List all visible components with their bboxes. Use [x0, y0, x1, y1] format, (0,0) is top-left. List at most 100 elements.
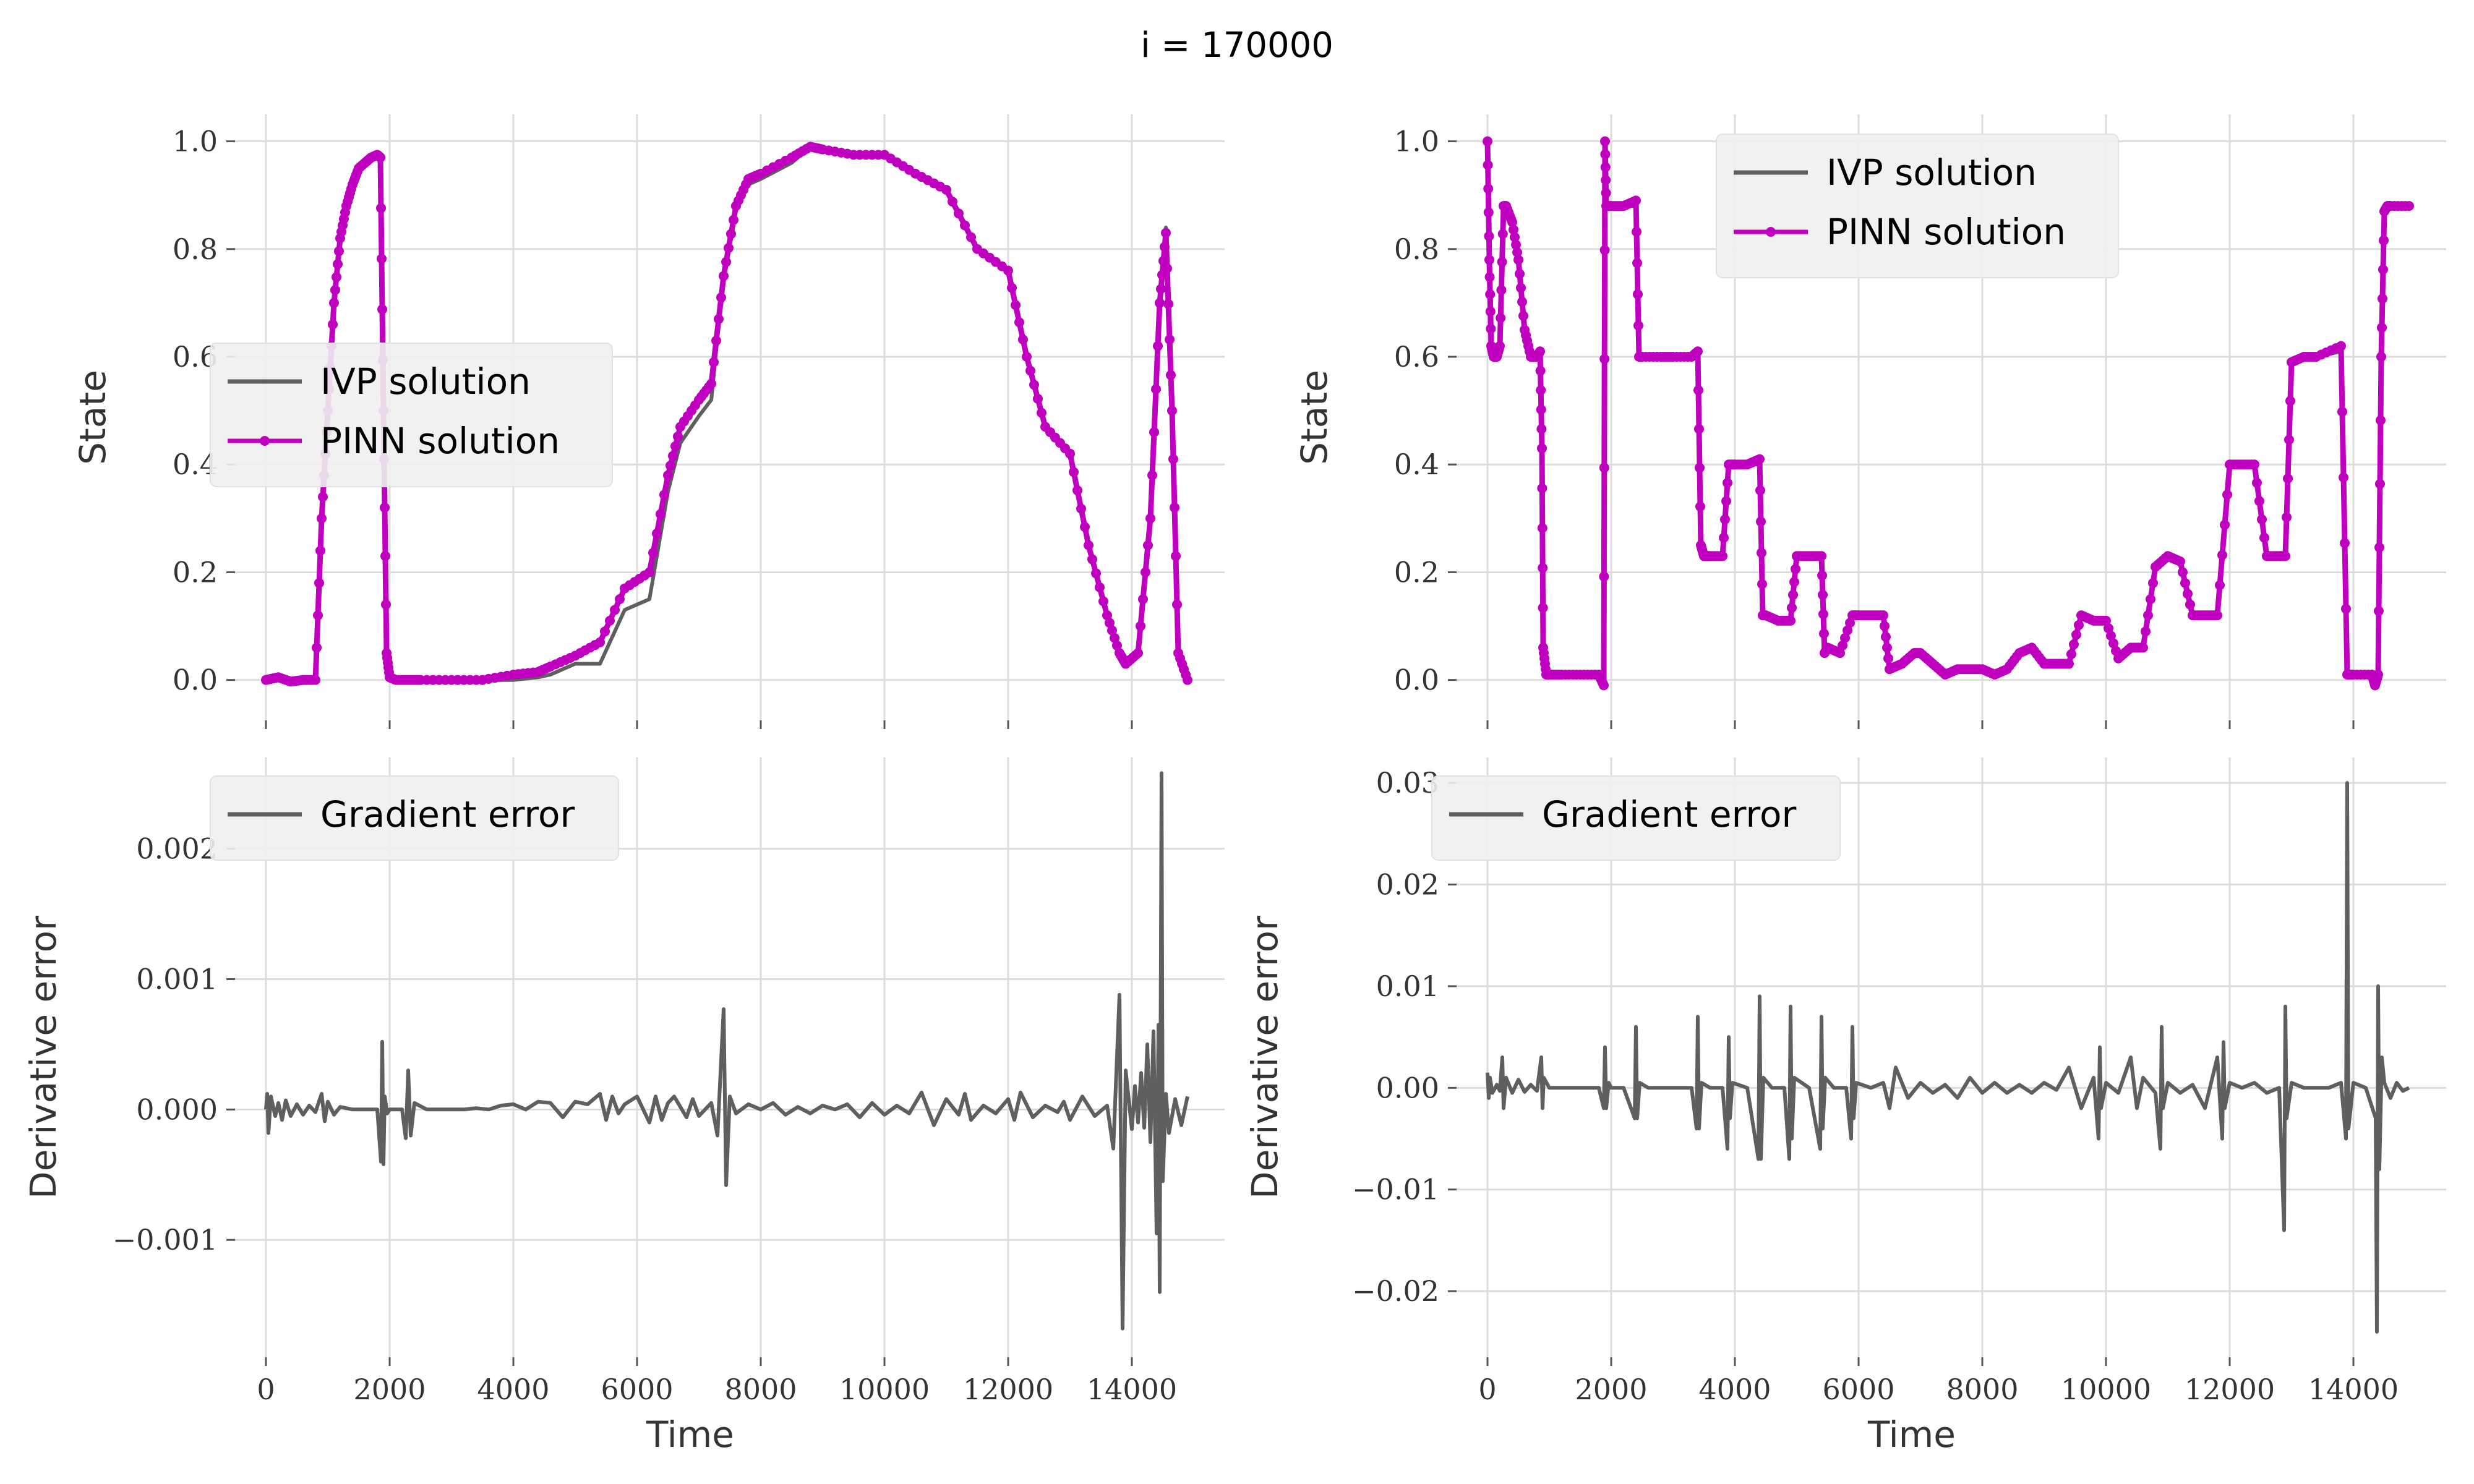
data-point: [1156, 284, 1166, 294]
data-point: [1536, 404, 1546, 415]
x-tick-label: 6000: [601, 1373, 673, 1406]
data-point: [2106, 631, 2116, 641]
data-point: [1536, 385, 1546, 396]
y-axis-label: Derivative error: [1244, 916, 1286, 1199]
data-point: [1512, 247, 1522, 258]
data-point: [1787, 602, 1797, 613]
data-point: [1158, 255, 1168, 266]
y-tick-label: 0.4: [1394, 448, 1439, 481]
data-point: [2373, 669, 2383, 680]
data-point: [2283, 473, 2293, 484]
data-point: [1818, 590, 1828, 600]
data-point: [310, 675, 320, 685]
data-point: [2376, 352, 2386, 362]
data-point: [1007, 283, 1017, 293]
x-tick-label: 8000: [1946, 1373, 2018, 1406]
y-tick-label: 0.6: [1394, 340, 1439, 373]
data-point: [1018, 335, 1028, 345]
data-point: [2375, 479, 2385, 489]
data-point: [1835, 648, 1845, 659]
data-point: [1509, 224, 1518, 235]
data-point: [2138, 642, 2148, 653]
data-point: [1167, 406, 1177, 416]
y-tick-label: −0.01: [1352, 1173, 1439, 1206]
data-point: [2104, 623, 2113, 634]
data-point: [1599, 463, 1609, 473]
data-point: [1693, 385, 1703, 396]
data-point: [1172, 599, 1182, 610]
x-tick-label: 8000: [724, 1373, 797, 1406]
data-point: [1138, 594, 1148, 604]
data-point: [1037, 407, 1047, 418]
data-point: [1599, 354, 1610, 364]
x-tick-label: 4000: [477, 1373, 549, 1406]
data-point: [2376, 415, 2386, 425]
y-tick-label: 0.8: [173, 232, 218, 266]
data-point: [1631, 195, 1641, 206]
data-point: [966, 232, 976, 242]
data-point: [2069, 639, 2079, 650]
x-tick-label: 14000: [1087, 1373, 1177, 1406]
y-axis-label: Derivative error: [22, 916, 64, 1199]
data-point: [2378, 264, 2388, 275]
data-point: [2071, 629, 2081, 640]
data-point: [1507, 217, 1517, 228]
data-point: [1183, 675, 1192, 685]
data-point: [1818, 609, 1828, 620]
legend: IVP solution PINN solution: [1716, 134, 2119, 278]
data-point: [2379, 235, 2389, 245]
data-point: [1755, 485, 1765, 496]
data-point: [2180, 578, 2190, 588]
series-line-gradient-error: [264, 771, 1189, 1331]
data-point: [1537, 523, 1547, 534]
data-point: [1723, 477, 1732, 488]
x-tick-label: 0: [257, 1373, 275, 1406]
data-point: [1485, 306, 1496, 317]
data-point: [1517, 297, 1527, 307]
data-point: [328, 319, 338, 330]
data-point: [329, 297, 339, 308]
data-point: [2215, 580, 2225, 591]
data-point: [960, 220, 970, 231]
data-point: [2378, 293, 2387, 304]
data-point: [318, 492, 328, 502]
data-point: [2284, 435, 2294, 445]
data-point: [1025, 365, 1035, 376]
data-point: [615, 594, 625, 604]
data-point: [1483, 160, 1493, 170]
data-point: [1755, 454, 1765, 464]
x-tick-label: 14000: [2308, 1373, 2399, 1406]
data-point: [2252, 477, 2262, 488]
data-point: [314, 578, 324, 588]
data-point: [656, 509, 666, 519]
data-point: [1720, 514, 1730, 525]
data-point: [1600, 149, 1611, 160]
data-point: [1072, 485, 1082, 496]
data-point: [1601, 175, 1611, 186]
data-point: [1599, 245, 1610, 255]
data-point: [1095, 582, 1105, 592]
data-point: [709, 357, 719, 367]
y-tick-label: 0.001: [136, 962, 218, 996]
subplots: 0.0 0.2 0.4 0.6 0.8 1.0 State IVP solution PINN …: [22, 114, 2446, 1456]
subplot-top-right: 0.0 0.2 0.4 0.6 0.8 1.0 State IVP solution PINN …: [1293, 114, 2446, 729]
data-point: [1098, 596, 1108, 607]
data-point: [1033, 393, 1043, 404]
legend-label: IVP solution: [1826, 151, 2037, 194]
legend: IVP solution PINN solution: [210, 343, 613, 487]
data-point: [600, 626, 610, 637]
data-point: [1513, 255, 1523, 265]
data-point: [334, 246, 344, 257]
data-point: [729, 215, 738, 225]
data-point: [1538, 563, 1548, 573]
subplot-bottom-left: 0 2000 4000 6000 8000 10000 12000 14000 −0.001 0.…: [22, 757, 1225, 1456]
data-point: [1143, 540, 1153, 550]
y-tick-label: 0.002: [136, 832, 218, 866]
data-point: [668, 451, 678, 461]
data-point: [2341, 603, 2351, 614]
data-point: [1484, 231, 1494, 241]
data-point: [1161, 228, 1171, 238]
data-point: [2404, 201, 2414, 211]
